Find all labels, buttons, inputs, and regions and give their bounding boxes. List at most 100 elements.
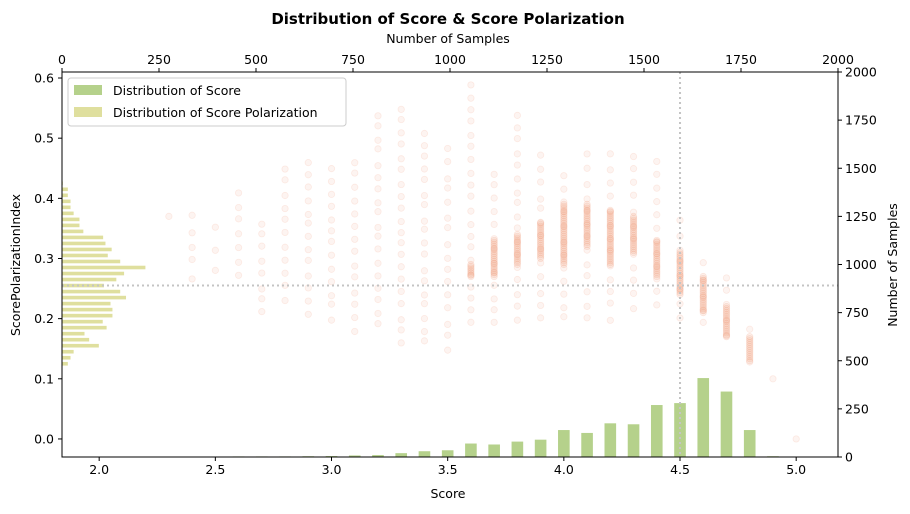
scatter-point [444, 175, 452, 183]
scatter-point [444, 320, 452, 329]
right-axis-label: Number of Samples [885, 203, 900, 327]
y-tick-label: 0.2 [34, 311, 54, 326]
right-tick-label: 2000 [845, 65, 877, 80]
scatter-point [513, 213, 521, 221]
polarization-bar [62, 361, 68, 366]
scatter-point [606, 260, 614, 269]
scatter-point [490, 207, 498, 216]
scatter-point [746, 353, 754, 361]
scatter-point [653, 198, 661, 206]
scatter-point [560, 277, 568, 285]
scatter-point [490, 245, 498, 253]
scatter-point [490, 246, 498, 254]
scatter-point [583, 206, 591, 214]
scatter-point [513, 260, 521, 269]
top-tick-label: 250 [147, 52, 171, 67]
scatter-point [629, 165, 638, 173]
scatter-point [629, 245, 638, 253]
scatter-point [513, 249, 521, 257]
scatter-point [722, 310, 731, 318]
scatter-point [629, 237, 638, 245]
scatter-point [211, 223, 219, 231]
scatter-point [606, 221, 614, 229]
scatter-point [490, 271, 498, 279]
scatter-point [560, 204, 568, 212]
scatter-point [281, 191, 289, 200]
scatter-point [513, 111, 521, 119]
scatter-point [606, 208, 614, 216]
scatter-point [746, 333, 754, 341]
scatter-point [420, 200, 429, 209]
scatter-point [351, 169, 359, 177]
scatter-point [281, 256, 289, 264]
scatter-point [560, 172, 568, 180]
polarization-bar [62, 229, 84, 234]
top-tick-label: 0 [58, 52, 66, 67]
scatter-point [606, 234, 614, 242]
scatter-point [606, 245, 614, 254]
scatter-point [606, 232, 614, 241]
scatter-point [606, 238, 614, 246]
scatter-point [560, 200, 568, 208]
scatter-point [513, 259, 521, 267]
scatter-point [304, 219, 312, 227]
scatter-point [560, 234, 568, 242]
scatter-point [374, 162, 382, 170]
scatter-point [467, 272, 475, 281]
scatter-point [420, 175, 429, 184]
scatter-point [629, 208, 638, 216]
scatter-point [281, 269, 289, 277]
scatter-point [397, 239, 405, 247]
scatter-point [490, 242, 498, 250]
scatter-point [490, 261, 498, 269]
scatter-point [513, 253, 521, 261]
scatter-point [606, 244, 614, 252]
scatter-point [629, 243, 638, 251]
score-bar [720, 391, 733, 457]
scatter-point [234, 243, 243, 252]
scatter-point [374, 136, 382, 144]
scatter-point [653, 261, 661, 269]
scatter-point [467, 271, 475, 279]
scatter-point [513, 257, 521, 265]
scatter-point [653, 287, 661, 295]
scatter-point [629, 218, 638, 226]
scatter-point [583, 180, 591, 189]
scatter-point [537, 273, 545, 281]
scatter-point [490, 235, 498, 243]
scatter-point [397, 316, 405, 324]
scatter-point [699, 259, 707, 267]
scatter-point [583, 150, 591, 158]
scatter-point [560, 257, 568, 265]
scatter-point [746, 355, 754, 363]
scatter-point [699, 318, 707, 326]
top-tick-label: 1000 [434, 52, 466, 67]
scatter-point [560, 260, 568, 269]
scatter-point [560, 198, 568, 206]
scatter-point [722, 325, 731, 333]
scatter-point [722, 308, 731, 316]
scatter-point [606, 262, 614, 270]
scatter-point [304, 210, 312, 219]
scatter-point [537, 251, 545, 259]
y-tick-label: 0.5 [34, 131, 54, 146]
scatter-point [583, 202, 591, 210]
scatter-point [513, 263, 521, 272]
scatter-point [490, 318, 498, 326]
scatter-point [374, 223, 382, 232]
scatter-point [583, 220, 591, 228]
scatter-point [699, 306, 707, 314]
scatter-point [583, 240, 591, 249]
scatter-point [234, 215, 243, 223]
scatter-point [560, 251, 568, 259]
x-tick-label: 3.5 [438, 462, 458, 477]
polarization-bar [62, 313, 113, 318]
scatter-point [746, 358, 754, 366]
scatter-point [583, 217, 591, 226]
scatter-point [629, 222, 638, 230]
scatter-point [444, 144, 452, 153]
scatter-point [722, 323, 731, 331]
scatter-point [397, 287, 405, 296]
scatter-point [490, 268, 498, 277]
